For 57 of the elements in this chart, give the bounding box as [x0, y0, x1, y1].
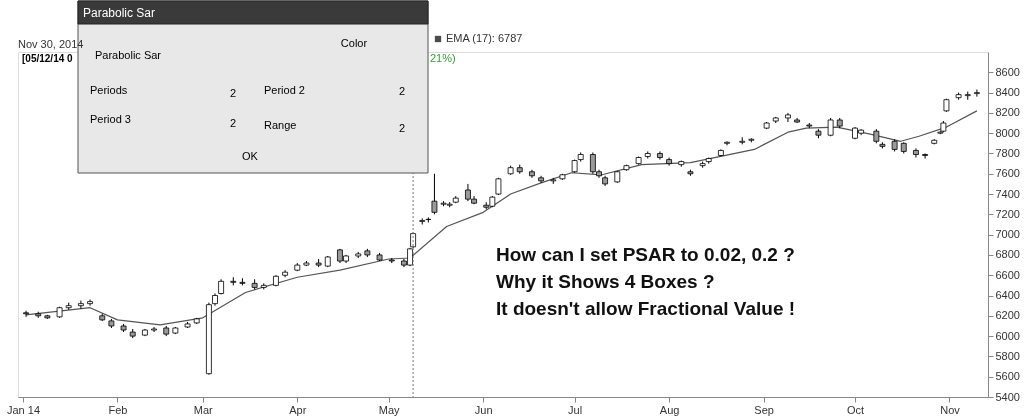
- candlestick: [23, 310, 29, 318]
- x-tick-label: Jun: [474, 403, 493, 416]
- y-tick-label: 5800: [995, 349, 1020, 362]
- x-tick-label: Sep: [754, 403, 774, 416]
- x-tick-label: Feb: [108, 403, 128, 416]
- text: Color: [340, 37, 368, 49]
- x-tick-label: Oct: [846, 403, 865, 416]
- x-tick-label: Nov: [940, 403, 961, 416]
- annotation: It doesn't allow Fractional Value !: [496, 298, 796, 319]
- candlestick: [913, 147, 919, 159]
- annotation: Range: [264, 119, 297, 131]
- annotation: Period 3: [90, 113, 131, 125]
- candlestick: [431, 173, 438, 215]
- y-tick-label: 6600: [995, 268, 1020, 281]
- annotation: How can I set PSAR to 0.02, 0.2 ?: [496, 244, 795, 265]
- text: Parabolic Sar: [83, 6, 156, 20]
- annotation: OK: [242, 150, 259, 162]
- x-tick-label: Jul: [568, 403, 583, 416]
- candlestick: [922, 152, 928, 160]
- x-tick-label: Apr: [289, 403, 307, 416]
- y-tick-label: 8000: [995, 126, 1020, 139]
- y-tick-label: 8200: [995, 106, 1020, 119]
- y-tick-label: 8600: [995, 65, 1020, 78]
- candlestick: [87, 299, 93, 307]
- candlestick: [724, 140, 730, 146]
- x-tick-label: Aug: [659, 403, 680, 416]
- legend-label: EMA (17): 6787: [446, 32, 523, 44]
- y-tick-label: 7200: [995, 207, 1020, 220]
- annotation: 2: [398, 122, 405, 134]
- y-tick-label: 6800: [995, 248, 1020, 261]
- candlestick: [78, 300, 84, 310]
- annotation: [05/12/14 0: [22, 53, 74, 64]
- y-tick-label: 6400: [995, 289, 1020, 302]
- y-tick-label: 5600: [995, 370, 1020, 383]
- y-tick-label: 6000: [995, 329, 1020, 342]
- line-series: [25, 110, 978, 326]
- annotation: Period 2: [264, 84, 305, 96]
- y-tick-label: 8400: [995, 86, 1020, 99]
- y-tick-label: 7400: [995, 187, 1020, 200]
- annotation: Parabolic Sar: [95, 49, 162, 61]
- y-tick-label: 7000: [995, 228, 1020, 241]
- annotation: Periods: [90, 84, 128, 96]
- x-tick-label: Mar: [193, 403, 214, 416]
- annotation: 2: [229, 87, 236, 99]
- annotation: 2: [229, 117, 236, 129]
- y-tick-label: 5400: [995, 390, 1020, 403]
- candlestick: [974, 89, 980, 98]
- annotation: Why it Shows 4 Boxes ?: [496, 271, 715, 292]
- y-tick-label: 7800: [995, 146, 1020, 159]
- y-tick-label: 6200: [995, 309, 1020, 322]
- y-tick-label: 7600: [995, 167, 1020, 180]
- annotation: 21%): [430, 52, 456, 64]
- x-tick-label: Jan 14: [6, 403, 41, 416]
- annotation: 2: [398, 85, 405, 97]
- candlestick: [657, 150, 663, 161]
- x-tick-label: May: [378, 403, 401, 416]
- text: Nov 30, 2014: [18, 38, 84, 50]
